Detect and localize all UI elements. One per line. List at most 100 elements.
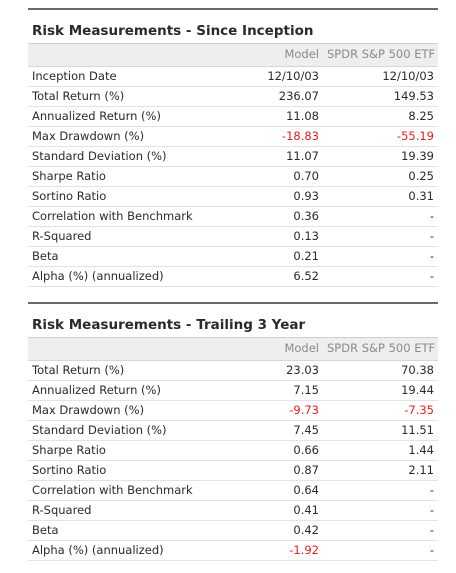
table-header-row: Model SPDR S&P 500 ETF Trust bbox=[28, 338, 438, 361]
since-inception-table: Model SPDR S&P 500 ETF Trust Inception D… bbox=[28, 44, 438, 287]
table-row: Annualized Return (%) 7.15 19.44 bbox=[28, 380, 438, 401]
row-label: Total Return (%) bbox=[28, 360, 198, 381]
row-label: Alpha (%) (annualized) bbox=[28, 540, 198, 561]
table-row: Correlation with Benchmark 0.64- bbox=[28, 480, 438, 501]
row-model-value: 7.15 bbox=[198, 380, 323, 401]
row-model-value: 6.52 bbox=[198, 266, 323, 287]
row-model-value: -18.83 bbox=[198, 126, 323, 147]
table-row: Standard Deviation (%) 11.07 19.39 bbox=[28, 146, 438, 167]
row-model-value: 12/10/03 bbox=[198, 66, 323, 87]
row-model-value: 0.36 bbox=[198, 206, 323, 227]
row-etf-value: 0.25 bbox=[323, 166, 438, 187]
row-etf-value: 149.53 bbox=[323, 86, 438, 107]
panel-title: Risk Measurements - Trailing 3 Year bbox=[28, 304, 438, 338]
row-label: Inception Date bbox=[28, 66, 198, 87]
row-label: Standard Deviation (%) bbox=[28, 146, 198, 167]
table-row: Total Return (%) 236.07 149.53 bbox=[28, 86, 438, 107]
panel-top-rule bbox=[28, 302, 438, 304]
row-model-value: 23.03 bbox=[198, 360, 323, 381]
row-model-value: 0.93 bbox=[198, 186, 323, 207]
row-label: Max Drawdown (%) bbox=[28, 126, 198, 147]
row-label: Max Drawdown (%) bbox=[28, 400, 198, 421]
header-etf-column: SPDR S&P 500 ETF Trust bbox=[323, 338, 438, 361]
trailing-3-year-table: Model SPDR S&P 500 ETF Trust Total Retur… bbox=[28, 338, 438, 561]
row-etf-value: - bbox=[323, 246, 438, 267]
row-model-value: 0.21 bbox=[198, 246, 323, 267]
table-row: Alpha (%) (annualized) -1.92- bbox=[28, 540, 438, 561]
row-label: R-Squared bbox=[28, 500, 198, 521]
row-etf-value: 8.25 bbox=[323, 106, 438, 127]
row-etf-value: - bbox=[323, 480, 438, 501]
row-label: Beta bbox=[28, 246, 198, 267]
row-label: Beta bbox=[28, 520, 198, 541]
table-header-row: Model SPDR S&P 500 ETF Trust bbox=[28, 44, 438, 67]
header-label-column bbox=[28, 44, 198, 67]
table-row: Beta 0.42- bbox=[28, 520, 438, 541]
row-model-value: 0.70 bbox=[198, 166, 323, 187]
table-row: Max Drawdown (%) -9.73 -7.35 bbox=[28, 400, 438, 421]
row-label: Sortino Ratio bbox=[28, 186, 198, 207]
row-label: Alpha (%) (annualized) bbox=[28, 266, 198, 287]
row-etf-value: - bbox=[323, 520, 438, 541]
row-etf-value: 11.51 bbox=[323, 420, 438, 441]
row-etf-value: - bbox=[323, 226, 438, 247]
row-model-value: 0.42 bbox=[198, 520, 323, 541]
row-model-value: 0.66 bbox=[198, 440, 323, 461]
header-etf-column: SPDR S&P 500 ETF Trust bbox=[323, 44, 438, 67]
row-label: Sharpe Ratio bbox=[28, 440, 198, 461]
header-label-column bbox=[28, 338, 198, 361]
panel-top-rule bbox=[28, 8, 438, 10]
row-model-value: 0.87 bbox=[198, 460, 323, 481]
table-row: Sortino Ratio 0.93 0.31 bbox=[28, 186, 438, 207]
row-model-value: 7.45 bbox=[198, 420, 323, 441]
table-row: Max Drawdown (%) -18.83 -55.19 bbox=[28, 126, 438, 147]
row-etf-value: - bbox=[323, 500, 438, 521]
row-model-value: 0.41 bbox=[198, 500, 323, 521]
row-etf-value: -7.35 bbox=[323, 400, 438, 421]
header-model-column: Model bbox=[198, 44, 323, 67]
since-inception-panel: Risk Measurements - Since Inception Mode… bbox=[28, 8, 438, 287]
row-label: Sharpe Ratio bbox=[28, 166, 198, 187]
panel-title: Risk Measurements - Since Inception bbox=[28, 10, 438, 44]
row-etf-value: 1.44 bbox=[323, 440, 438, 461]
row-etf-value: - bbox=[323, 540, 438, 561]
row-label: Annualized Return (%) bbox=[28, 380, 198, 401]
row-model-value: -9.73 bbox=[198, 400, 323, 421]
row-label: Correlation with Benchmark bbox=[28, 480, 198, 501]
row-etf-value: - bbox=[323, 266, 438, 287]
table-row: Correlation with Benchmark 0.36- bbox=[28, 206, 438, 227]
row-model-value: 0.64 bbox=[198, 480, 323, 501]
row-label: Total Return (%) bbox=[28, 86, 198, 107]
header-model-column: Model bbox=[198, 338, 323, 361]
table-row: Alpha (%) (annualized) 6.52- bbox=[28, 266, 438, 287]
row-model-value: -1.92 bbox=[198, 540, 323, 561]
row-etf-value: 70.38 bbox=[323, 360, 438, 381]
row-etf-value: 12/10/03 bbox=[323, 66, 438, 87]
row-model-value: 11.07 bbox=[198, 146, 323, 167]
row-model-value: 236.07 bbox=[198, 86, 323, 107]
trailing-3-year-panel: Risk Measurements - Trailing 3 Year Mode… bbox=[28, 302, 438, 561]
row-etf-value: 0.31 bbox=[323, 186, 438, 207]
row-label: Standard Deviation (%) bbox=[28, 420, 198, 441]
since-inception-rows: Inception Date 12/10/03 12/10/03 Total Retu… bbox=[28, 66, 438, 287]
trailing-3-year-rows: Total Return (%) 23.03 70.38 Annualized Ret… bbox=[28, 360, 438, 561]
table-row: Total Return (%) 23.03 70.38 bbox=[28, 360, 438, 381]
table-row: Sortino Ratio 0.87 2.11 bbox=[28, 460, 438, 481]
table-row: R-Squared 0.41- bbox=[28, 500, 438, 521]
row-etf-value: -55.19 bbox=[323, 126, 438, 147]
row-model-value: 0.13 bbox=[198, 226, 323, 247]
table-row: Inception Date 12/10/03 12/10/03 bbox=[28, 66, 438, 87]
row-etf-value: 2.11 bbox=[323, 460, 438, 481]
table-row: Sharpe Ratio 0.66 1.44 bbox=[28, 440, 438, 461]
row-label: R-Squared bbox=[28, 226, 198, 247]
row-label: Correlation with Benchmark bbox=[28, 206, 198, 227]
table-row: Sharpe Ratio 0.70 0.25 bbox=[28, 166, 438, 187]
table-row: Annualized Return (%) 11.08 8.25 bbox=[28, 106, 438, 127]
row-label: Sortino Ratio bbox=[28, 460, 198, 481]
table-row: R-Squared 0.13- bbox=[28, 226, 438, 247]
row-etf-value: 19.39 bbox=[323, 146, 438, 167]
table-row: Beta 0.21- bbox=[28, 246, 438, 267]
row-label: Annualized Return (%) bbox=[28, 106, 198, 127]
row-etf-value: - bbox=[323, 206, 438, 227]
row-model-value: 11.08 bbox=[198, 106, 323, 127]
